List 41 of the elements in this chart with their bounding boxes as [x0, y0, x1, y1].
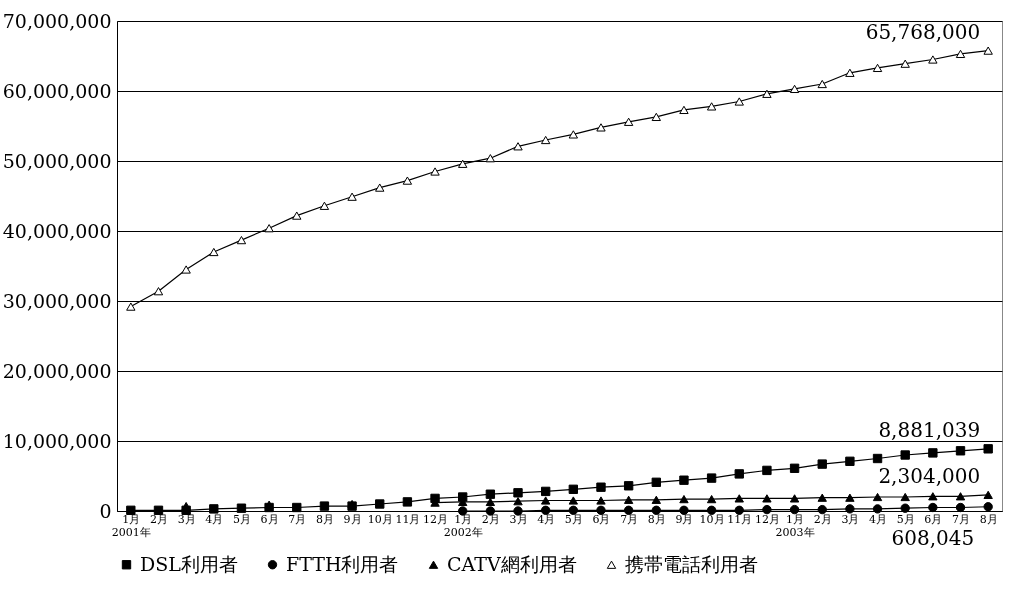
x-tick-label: 4月	[205, 512, 224, 526]
y-tick-label: 30,000,000	[2, 289, 112, 312]
x-tick-label: 5月	[564, 512, 583, 526]
x-tick-label: 8月	[315, 512, 334, 526]
x-tick-label: 7月	[288, 512, 307, 526]
x-tick-label: 6月	[592, 512, 611, 526]
x-tick-label: 7月	[952, 512, 971, 526]
data-label: 608,045	[891, 525, 975, 550]
x-tick-label: 9月	[675, 512, 694, 526]
x-tick-label: 10月	[367, 512, 393, 526]
y-tick-label: 10,000,000	[2, 429, 112, 452]
x-tick-label: 3月	[509, 512, 528, 526]
x-tick-label: 4月	[537, 512, 556, 526]
legend-label: FTTH利用者	[286, 552, 399, 575]
x-tick-label: 8月	[647, 512, 666, 526]
legend-label: CATV網利用者	[447, 552, 577, 575]
x-tick-label: 2月	[481, 512, 500, 526]
x-tick-label: 10月	[699, 512, 725, 526]
data-label: 65,768,000	[865, 19, 981, 44]
x-tick-label: 8月	[979, 512, 998, 526]
x-tick-label: 7月	[620, 512, 639, 526]
x-tick-label: 11月	[727, 512, 753, 526]
x-tick-label: 5月	[232, 512, 251, 526]
x-tick-label: 9月	[343, 512, 362, 526]
x-tick-label: 11月	[395, 512, 421, 526]
x-tick-label: 3月	[841, 512, 860, 526]
y-tick-label: 40,000,000	[2, 219, 112, 242]
y-tick-label: 60,000,000	[2, 79, 112, 102]
legend-label: 携帯電話利用者	[625, 552, 758, 575]
x-tick-label: 6月	[260, 512, 279, 526]
x-tick-label: 2月	[813, 512, 832, 526]
data-label: 2,304,000	[878, 463, 981, 488]
x-tick-label: 6月	[924, 512, 943, 526]
x-tick-label: 5月	[896, 512, 915, 526]
y-tick-label: 50,000,000	[2, 149, 112, 172]
y-tick-label: 20,000,000	[2, 359, 112, 382]
y-tick-label: 70,000,000	[2, 9, 112, 32]
y-tick-label: 0	[99, 499, 112, 522]
x-tick-label: 4月	[869, 512, 888, 526]
data-label: 8,881,039	[878, 417, 981, 442]
legend-label: DSL利用者	[140, 552, 238, 575]
